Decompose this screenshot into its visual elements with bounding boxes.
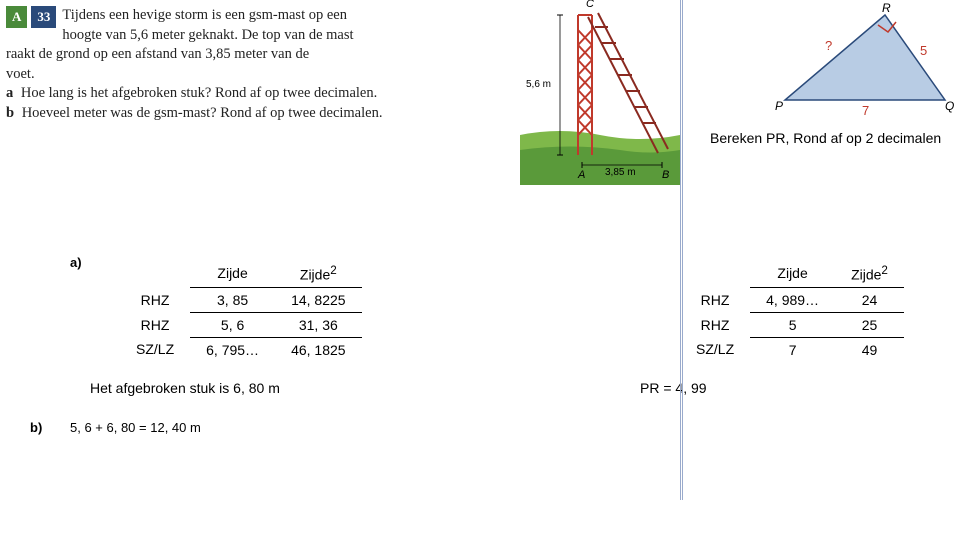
problem-badges: A 33: [6, 6, 56, 28]
tri-label-q: Q: [945, 99, 954, 113]
answer-left: a) Zijde Zijde2 RHZ 3, 85 14, 8225 RHZ 5…: [0, 260, 480, 435]
vertical-divider: [680, 0, 683, 500]
tower-label-b: B: [662, 169, 669, 181]
badge-number: 33: [31, 6, 56, 28]
hdr-side: Zijde: [190, 260, 275, 287]
table-row: RHZ 4, 989… 24: [680, 287, 904, 312]
sub-a-text: Hoe lang is het afgebroken stuk? Rond af…: [21, 85, 377, 101]
tower-height-label: 5,6 m: [526, 79, 551, 90]
problem-line4: voet.: [6, 66, 35, 82]
hdr-sq: Zijde2: [275, 260, 362, 287]
badge-level: A: [6, 6, 27, 28]
answer-tri-statement: PR = 4, 99: [640, 380, 960, 396]
top-region: A 33 Tijdens een hevige storm is een gsm…: [0, 0, 960, 200]
tri-side-pq: 7: [862, 103, 869, 118]
problem-line2: hoogte van 5,6 meter geknakt. De top van…: [62, 27, 353, 43]
tri-side-rq: 5: [920, 43, 927, 58]
hdr-sq: Zijde2: [835, 260, 904, 287]
triangle-instruction: Bereken PR, Rond af op 2 decimalen: [710, 130, 941, 146]
answer-right: Zijde Zijde2 RHZ 4, 989… 24 RHZ 5 25 SZ/…: [480, 260, 960, 435]
hdr-side: Zijde: [750, 260, 835, 287]
tri-label-p: P: [775, 99, 783, 113]
table-header-row: Zijde Zijde2: [680, 260, 904, 287]
table-row: SZ/LZ 6, 795… 46, 1825: [120, 337, 362, 362]
answer-a-table: Zijde Zijde2 RHZ 3, 85 14, 8225 RHZ 5, 6…: [120, 260, 362, 362]
tower-base-label: 3,85 m: [605, 167, 636, 178]
tri-side-pr: ?: [825, 38, 832, 53]
table-header-row: Zijde Zijde2: [120, 260, 362, 287]
problem-line3: raakt de grond op een afstand van 3,85 m…: [6, 46, 309, 62]
tower-label-c: C: [586, 0, 594, 10]
answer-a-statement: Het afgebroken stuk is 6, 80 m: [90, 380, 480, 396]
answers-region: a) Zijde Zijde2 RHZ 3, 85 14, 8225 RHZ 5…: [0, 200, 960, 435]
answer-b-statement: 5, 6 + 6, 80 = 12, 40 m: [70, 420, 201, 435]
table-row: RHZ 3, 85 14, 8225: [120, 287, 362, 312]
sub-b-label: b: [6, 105, 14, 121]
problem-text: A 33 Tijdens een hevige storm is een gsm…: [6, 6, 474, 123]
triangle-figure: R P Q ? 5 7: [770, 0, 960, 120]
sub-a-label: a: [6, 85, 13, 101]
answer-b-label: b): [30, 420, 42, 435]
tri-label-r: R: [882, 1, 891, 15]
tower-figure: C A B 5,6 m 3,85 m: [520, 0, 680, 185]
table-row: SZ/LZ 7 49: [680, 337, 904, 362]
problem-line1: Tijdens een hevige storm is een gsm-mast…: [62, 7, 347, 23]
answer-tri-table: Zijde Zijde2 RHZ 4, 989… 24 RHZ 5 25 SZ/…: [680, 260, 904, 362]
figures-column: C A B 5,6 m 3,85 m R P Q ? 5 7 Bereken P…: [480, 0, 960, 200]
answer-a-label: a): [70, 255, 82, 270]
table-row: RHZ 5 25: [680, 312, 904, 337]
problem-column: A 33 Tijdens een hevige storm is een gsm…: [0, 0, 480, 200]
tower-label-a: A: [577, 169, 585, 181]
table-row: RHZ 5, 6 31, 36: [120, 312, 362, 337]
sub-b-text: Hoeveel meter was de gsm-mast? Rond af o…: [22, 105, 383, 121]
